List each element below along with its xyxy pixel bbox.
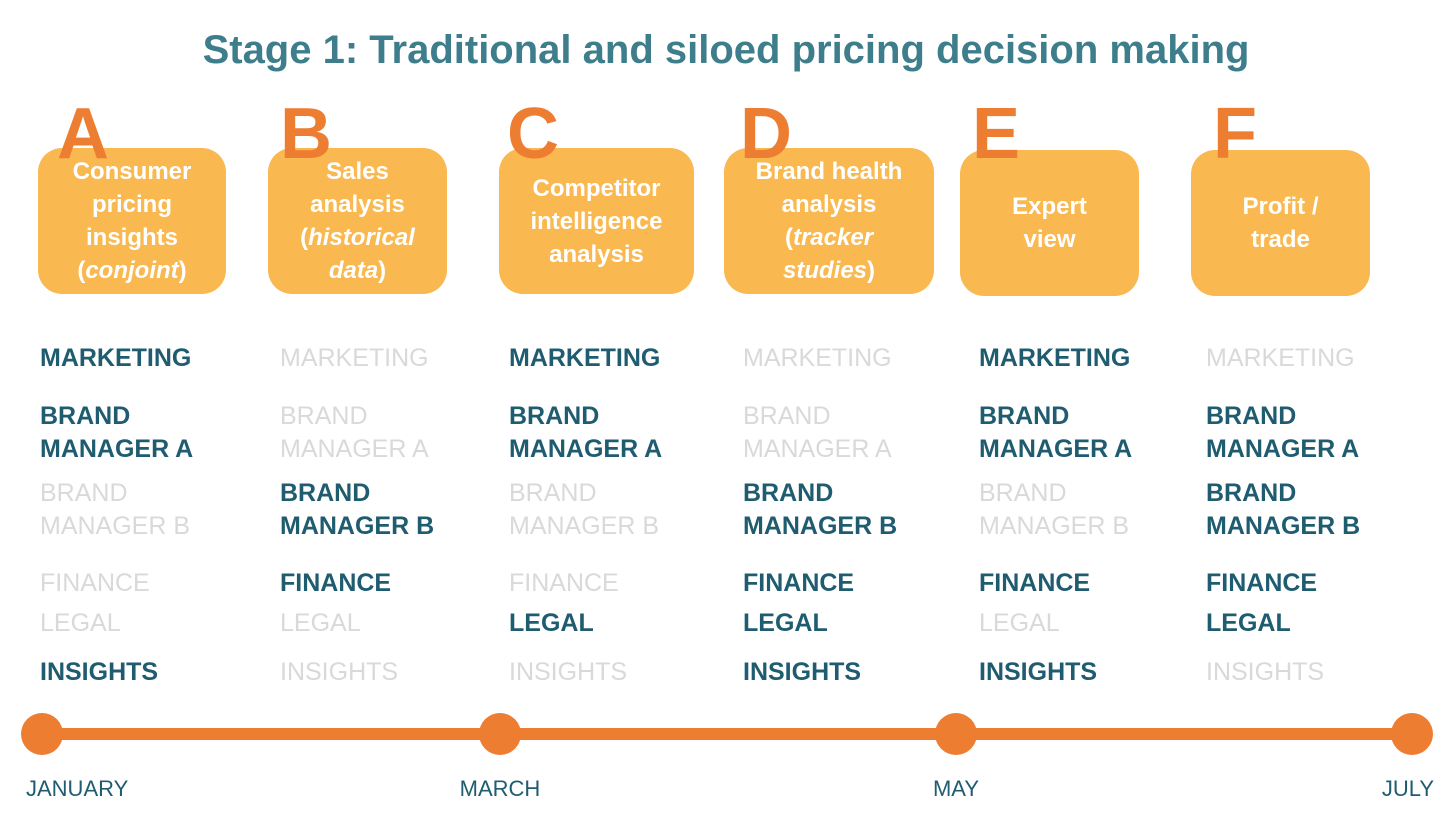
role: INSIGHTS — [743, 658, 862, 686]
role: INSIGHTS — [280, 658, 399, 686]
column-letter: F — [1213, 94, 1257, 174]
task-box: Profit / trade — [1191, 150, 1370, 296]
role: BRAND MANAGER B — [743, 479, 898, 540]
role: MARKETING — [280, 344, 429, 372]
role: BRAND MANAGER A — [509, 402, 663, 463]
task-label-run: tracker studies — [782, 224, 874, 284]
role: LEGAL — [979, 609, 1060, 637]
timeline-dot — [21, 713, 63, 755]
role: FINANCE — [280, 569, 392, 597]
task-label: Sales analysis (historical data) — [300, 155, 415, 287]
role: BRAND MANAGER B — [1206, 479, 1361, 540]
task-label-run: ) — [178, 257, 187, 284]
role: BRAND MANAGER A — [979, 402, 1133, 463]
task-label-run: ) — [867, 257, 876, 284]
role: BRAND MANAGER A — [743, 402, 892, 463]
role: INSIGHTS — [40, 658, 159, 686]
role: MARKETING — [1206, 344, 1355, 372]
role: FINANCE — [979, 569, 1091, 597]
role: BRAND MANAGER B — [40, 479, 191, 540]
task-box: Expert view — [960, 150, 1139, 296]
month-label: JANUARY — [26, 776, 129, 801]
role: BRAND MANAGER B — [979, 479, 1130, 540]
timeline-dot — [479, 713, 521, 755]
role: BRAND MANAGER A — [1206, 402, 1360, 463]
task-box: Brand health analysis (tracker studies) — [724, 148, 934, 294]
task-label-run: Competitor intelligence analysis — [530, 174, 663, 268]
task-label-run: Brand health analysis ( — [755, 158, 903, 251]
role: INSIGHTS — [979, 658, 1098, 686]
role: LEGAL — [743, 609, 828, 637]
task-label: Competitor intelligence analysis — [530, 172, 662, 271]
task-label: Consumer pricing insights (conjoint) — [73, 155, 192, 287]
task-box: Competitor intelligence analysis — [499, 148, 694, 294]
role: LEGAL — [1206, 609, 1291, 637]
title: Stage 1: Traditional and siloed pricing … — [202, 28, 1250, 72]
role: MARKETING — [743, 344, 892, 372]
task-label-run: Sales analysis ( — [300, 158, 405, 251]
task-label-run: Profit / trade — [1242, 193, 1319, 253]
task-label-run: Expert view — [1012, 193, 1087, 253]
role: LEGAL — [40, 609, 121, 637]
timeline-dot — [935, 713, 977, 755]
task-label: Brand health analysis (tracker studies) — [756, 155, 903, 287]
task-label-run: conjoint — [85, 257, 179, 284]
role: BRAND MANAGER A — [280, 402, 429, 463]
role: BRAND MANAGER B — [280, 479, 435, 540]
task-label-run: Consumer pricing insights ( — [72, 158, 192, 284]
task-label-run: historical data — [308, 224, 415, 284]
month-label: MAY — [932, 776, 980, 801]
role: INSIGHTS — [1206, 658, 1325, 686]
column-letter: C — [507, 94, 559, 174]
role: MARKETING — [40, 344, 192, 372]
column-letter: A — [57, 94, 109, 174]
role: FINANCE — [509, 569, 619, 597]
task-label: Profit / trade — [1243, 190, 1319, 256]
column-letter: B — [280, 94, 332, 174]
role: FINANCE — [40, 569, 150, 597]
role: MARKETING — [509, 344, 661, 372]
column-letter: D — [740, 94, 792, 174]
role: LEGAL — [509, 609, 594, 637]
month-label: JULY — [1381, 776, 1434, 801]
task-label: Expert view — [1012, 190, 1087, 256]
task-box: Sales analysis (historical data) — [268, 148, 447, 294]
column-letter: E — [972, 94, 1021, 174]
timeline-dot — [1391, 713, 1433, 755]
role: FINANCE — [1206, 569, 1318, 597]
task-box: Consumer pricing insights (conjoint) — [38, 148, 226, 294]
role: LEGAL — [280, 609, 361, 637]
role: BRAND MANAGER A — [40, 402, 194, 463]
role: INSIGHTS — [509, 658, 628, 686]
role: FINANCE — [743, 569, 855, 597]
month-label: MARCH — [459, 776, 541, 801]
role: MARKETING — [979, 344, 1131, 372]
task-label-run: ) — [378, 257, 387, 284]
role: BRAND MANAGER B — [509, 479, 660, 540]
